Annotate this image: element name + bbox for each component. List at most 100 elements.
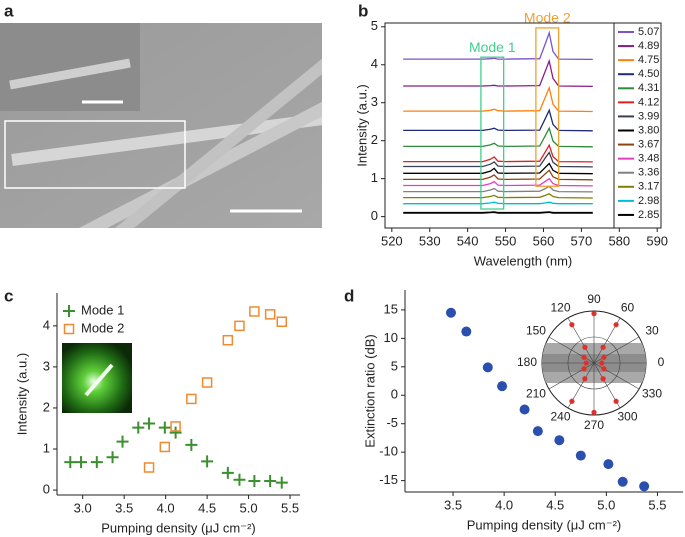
y-tick-label: -5 <box>386 415 398 430</box>
spectrum-line <box>403 211 593 214</box>
polar-point <box>581 354 587 360</box>
sem-image <box>0 23 322 228</box>
data-point <box>248 475 261 488</box>
mode-label: Mode 2 <box>524 10 571 26</box>
polar-point <box>582 376 588 382</box>
spectrum-line <box>403 177 593 187</box>
data-point <box>639 481 650 492</box>
polar-point <box>581 366 587 372</box>
polar-point <box>569 322 575 328</box>
data-point <box>249 306 260 317</box>
polar-angle-label: 180 <box>517 355 537 369</box>
data-point <box>170 421 181 432</box>
x-tick-label: 530 <box>419 233 441 248</box>
spectrum-line <box>403 85 593 113</box>
legend-label: 5.07 <box>638 26 659 38</box>
polar-angle-label: 300 <box>617 410 637 424</box>
x-tick-label: 3.5 <box>115 500 133 515</box>
data-point <box>159 441 171 453</box>
y-axis-title: Intensity (a.u.) <box>354 84 369 166</box>
x-tick-label: 4.5 <box>198 500 216 515</box>
data-point <box>222 334 234 346</box>
panel-label: a <box>4 1 14 20</box>
polar-point <box>569 398 575 404</box>
data-point <box>482 362 493 373</box>
data-point <box>201 377 213 388</box>
spectrum-line <box>403 185 593 193</box>
data-point <box>75 456 88 469</box>
polar-point <box>591 311 597 317</box>
x-tick-label: 5.0 <box>597 497 615 512</box>
data-point <box>461 326 472 337</box>
x-tick-label: 550 <box>495 233 517 248</box>
data-point <box>169 426 182 439</box>
polar-angle-label: 0 <box>658 355 665 369</box>
y-tick-label: 4 <box>43 317 50 332</box>
polar-angle-label: 90 <box>587 292 601 306</box>
data-point <box>106 451 119 464</box>
polar-point <box>600 344 606 350</box>
spectrum-line <box>403 151 593 168</box>
polar-point <box>613 322 619 328</box>
data-point <box>497 381 508 392</box>
data-point <box>617 476 628 487</box>
data-point <box>233 473 246 486</box>
x-tick-label: 5.5 <box>648 497 666 512</box>
legend-label: 2.98 <box>638 195 659 207</box>
data-point <box>234 320 245 332</box>
x-tick-label: 3.5 <box>444 497 462 512</box>
data-point <box>575 450 586 461</box>
x-tick-label: 560 <box>533 233 555 248</box>
data-point <box>275 476 288 489</box>
y-tick-label: 3 <box>371 94 378 109</box>
spectrum-line <box>403 108 593 132</box>
panel-label: b <box>358 1 368 20</box>
legend-label: 3.67 <box>638 138 659 150</box>
spectrum-line <box>403 30 593 61</box>
polar-angle-label: 210 <box>526 387 546 401</box>
y-tick-label: 0 <box>371 208 378 223</box>
polar-angle-label: 270 <box>584 418 604 432</box>
y-tick-label: 1 <box>43 440 50 455</box>
y-tick-label: 4 <box>371 56 378 71</box>
data-point <box>221 466 234 479</box>
spectrum-line <box>403 201 593 205</box>
x-axis-title: Pumping density (μJ cm⁻²) <box>467 517 622 532</box>
polar-angle-label: 150 <box>526 324 546 338</box>
polar-point <box>601 366 607 372</box>
data-point <box>519 404 530 415</box>
y-tick-label: 15 <box>384 301 398 316</box>
legend-label: 4.75 <box>638 54 659 66</box>
legend-label: 2.85 <box>638 209 659 221</box>
legend-label: Mode 2 <box>81 320 124 335</box>
spectrum-line <box>403 162 593 175</box>
polar-point <box>583 360 589 366</box>
x-tick-label: 570 <box>571 233 593 248</box>
legend-label: 4.89 <box>638 40 659 52</box>
legend-label: 4.12 <box>638 96 659 108</box>
y-tick-label: 0 <box>43 482 50 497</box>
y-tick-label: 5 <box>391 358 398 373</box>
data-point <box>264 475 277 488</box>
data-point <box>64 456 77 469</box>
data-point <box>532 426 543 437</box>
data-point <box>158 421 171 434</box>
y-tick-label: 5 <box>371 18 378 33</box>
data-point <box>445 307 456 318</box>
data-point <box>143 417 156 430</box>
legend-label: 4.31 <box>638 82 659 94</box>
y-tick-label: 3 <box>43 358 50 373</box>
legend-label: Mode 1 <box>81 302 124 317</box>
data-point <box>186 393 197 405</box>
x-tick-label: 5.5 <box>281 500 299 515</box>
data-point <box>143 462 155 473</box>
legend-marker <box>63 323 75 335</box>
x-axis-title: Wavelength (nm) <box>474 253 573 268</box>
y-tick-label: 10 <box>384 330 398 345</box>
y-axis-title: Intensity (a.u.) <box>14 353 29 435</box>
legend-label: 4.50 <box>638 68 659 80</box>
polar-point <box>613 398 619 404</box>
mode-label: Mode 1 <box>469 39 516 55</box>
legend-label: 3.48 <box>638 153 659 165</box>
